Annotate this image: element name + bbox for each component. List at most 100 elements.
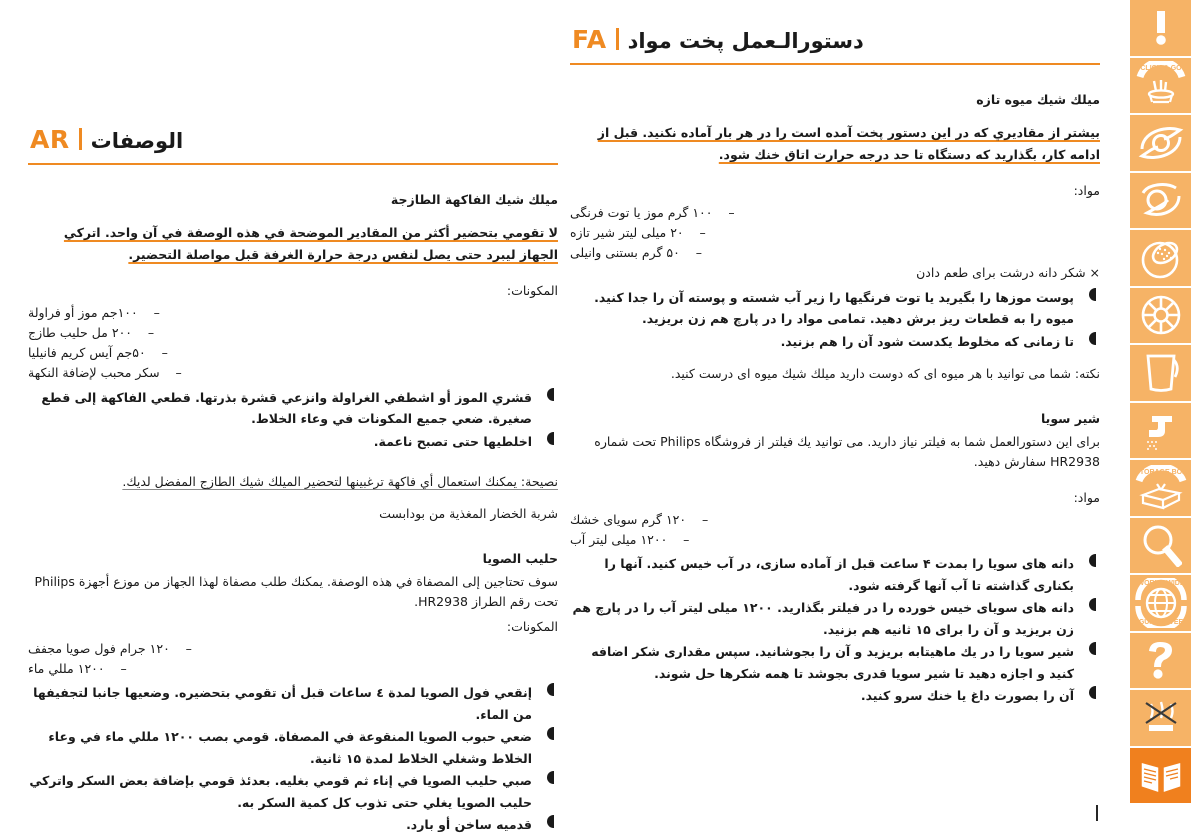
list-item: – سكر محبب لإضافة النكهة bbox=[28, 363, 558, 383]
list-item: –۱۰۰جم موز أو فراولة bbox=[28, 303, 558, 323]
rail-item-exclamation[interactable] bbox=[1130, 0, 1191, 58]
recipe-title-ar-1: ميلك شيك الفاكهة الطازجة bbox=[390, 192, 558, 207]
ingredient-extra-fa-1: × شكر دانه درشت براى طعم دادن bbox=[916, 265, 1100, 281]
svg-text:WORLD-WIDE: WORLD-WIDE bbox=[1137, 580, 1184, 587]
dash-marker: – bbox=[701, 511, 709, 527]
rail-item-magnifier[interactable] bbox=[1130, 517, 1191, 575]
step-bullet-icon bbox=[547, 815, 554, 828]
ingredients-list-ar-2: –۱۲۰ جرام فول صويا مجفف –۱۲۰۰ مللي ماء bbox=[28, 639, 558, 680]
rail-item-blade[interactable] bbox=[1130, 115, 1191, 173]
step-bullet-icon bbox=[1089, 287, 1096, 301]
heading-divider-bar bbox=[78, 128, 82, 150]
list-item: –۱۲۰۰ مللي ماء bbox=[28, 659, 558, 679]
no-dishwasher-icon bbox=[1144, 701, 1177, 731]
step-bullet-icon bbox=[1089, 642, 1096, 655]
recipe-title-fa-1: ميلك شيك ميوه تازه bbox=[976, 92, 1100, 107]
list-item: دانه هاى سوياى خيس خورده را در فيلتر بگذ… bbox=[570, 597, 1100, 640]
steps-list-fa-1: پوست موزها را بگيريد يا توت فرنگيها را ز… bbox=[570, 287, 1100, 353]
step-bullet-icon bbox=[1089, 598, 1096, 611]
step-bullet-icon bbox=[1089, 331, 1096, 345]
list-item: –۱۲۰۰ ميلى ليتر آب bbox=[570, 530, 1100, 550]
list-item: –۲۰۰ مل حليب طازج bbox=[28, 323, 558, 343]
recipe-warning-fa-1: بيشتر از مقاديري كه در اين دستور پخت آمد… bbox=[597, 124, 1100, 162]
recipe-title-fa-2: شير سويا bbox=[1040, 411, 1100, 427]
ingredients-label-fa-1: مواد: bbox=[1073, 182, 1100, 198]
dash-marker: – bbox=[161, 345, 168, 360]
rail-item-jug[interactable] bbox=[1130, 345, 1191, 403]
recipe-tip-ar-1: نصيحة: يمكنك استعمال أي فاكهة ترغبينها ل… bbox=[122, 474, 558, 489]
list-item: صبي حليب الصويا في إناء ثم قومي بغليه. ب… bbox=[28, 770, 558, 813]
list-item: –۱۲۰ گرم سوياى خشك bbox=[570, 510, 1100, 530]
section-heading-ar: AR الوصفات bbox=[28, 126, 558, 152]
steps-list-fa-2: دانه هاى سويا را بمدت ۴ ساعت قبل از آماد… bbox=[570, 553, 1100, 707]
list-item: –۵۰ گرم بستنى وانيلى bbox=[570, 243, 1100, 263]
step-bullet-icon bbox=[547, 727, 554, 740]
ingredients-label-ar-2: المكونات: bbox=[506, 618, 558, 634]
language-code-ar: AR bbox=[30, 125, 70, 154]
ingredients-list-fa-2: –۱۲۰ گرم سوياى خشك –۱۲۰۰ ميلى ليتر آب bbox=[570, 510, 1100, 551]
citrus-press-icon bbox=[1141, 241, 1178, 279]
list-item: –۲۰ ميلى ليتر شير تازه bbox=[570, 223, 1100, 243]
heading-rule-fa bbox=[570, 63, 1100, 65]
rail-item-worldwide-guarantee[interactable]: WORLD-WIDE GUARANTEE bbox=[1130, 575, 1191, 633]
rail-item-citrus-press[interactable] bbox=[1130, 230, 1191, 288]
heading-divider-bar bbox=[615, 28, 619, 50]
list-item: –۱۲۰ جرام فول صويا مجفف bbox=[28, 639, 558, 659]
section-title-ar: الوصفات bbox=[90, 129, 184, 153]
rail-item-storage-box[interactable]: STORAGE BOX bbox=[1130, 460, 1191, 518]
juicer-sieve-icon bbox=[1141, 295, 1180, 335]
rail-item-manual-book[interactable] bbox=[1130, 747, 1191, 805]
dash-marker: – bbox=[185, 640, 192, 656]
recipe-intro-ar-2: سوف تحتاجين إلى المصفاة في هذه الوصفة. ي… bbox=[34, 574, 558, 610]
ingredients-label-ar-1: المكونات: bbox=[506, 282, 558, 298]
ingredients-label-fa-2: مواد: bbox=[1073, 489, 1100, 505]
dash-marker: – bbox=[120, 660, 127, 676]
list-item: –۱۰۰ گرم موز يا توت فرنگى bbox=[570, 203, 1100, 223]
dash-marker: – bbox=[153, 304, 160, 320]
rail-item-click-and-go[interactable]: CLICK & GO bbox=[1130, 57, 1191, 115]
dash-marker: – bbox=[683, 531, 690, 547]
step-bullet-icon bbox=[547, 431, 554, 445]
recipe-title-ar-2: حليب الصويا bbox=[482, 551, 558, 567]
section-heading-fa: FA دستورالـعمل پخت مواد bbox=[570, 26, 1100, 52]
manual-book-icon bbox=[1139, 761, 1182, 795]
rail-item-tap[interactable] bbox=[1130, 402, 1191, 460]
page-corner-tick bbox=[1096, 805, 1098, 821]
worldwide-guarantee-icon: WORLD-WIDE GUARANTEE bbox=[1134, 577, 1187, 628]
rail-item-question[interactable] bbox=[1130, 632, 1191, 690]
list-item: آن را بصورت داغ يا خنك سرو كنيد. bbox=[570, 685, 1100, 707]
list-item: اخلطيها حتى تصبح ناعمة. bbox=[28, 431, 558, 453]
svg-text:GUARANTEE: GUARANTEE bbox=[1138, 619, 1183, 626]
section-ar: AR الوصفات ميلك شيك الفاكهة الطازجة لا ت… bbox=[28, 0, 558, 836]
heading-rule-ar bbox=[28, 163, 558, 165]
blade-icon bbox=[1138, 126, 1183, 159]
svg-text:STORAGE BOX: STORAGE BOX bbox=[1135, 469, 1187, 476]
rail-item-no-dishwasher[interactable] bbox=[1130, 690, 1191, 748]
exclamation-icon bbox=[1155, 10, 1166, 45]
ingredients-list-ar-1: –۱۰۰جم موز أو فراولة –۲۰۰ مل حليب طازج –… bbox=[28, 303, 558, 384]
chapter-icon-rail: CLICK & GO bbox=[1130, 0, 1191, 805]
step-bullet-icon bbox=[1089, 554, 1096, 567]
list-item: إنقعي فول الصويا لمدة ٤ ساعات قبل أن تقو… bbox=[28, 682, 558, 725]
click-and-go-icon: CLICK & GO bbox=[1136, 61, 1185, 104]
list-item: قشري الموز أو اشطفي الغراولة وانزعي قشرة… bbox=[28, 387, 558, 430]
rail-item-juicer-sieve[interactable] bbox=[1130, 287, 1191, 345]
list-item: ضعي حبوب الصويا المنقوعة في المصفاة. قوم… bbox=[28, 726, 558, 769]
step-bullet-icon bbox=[547, 387, 554, 401]
svg-text:CLICK & GO: CLICK & GO bbox=[1140, 65, 1182, 72]
dash-marker: – bbox=[175, 365, 182, 381]
jug-icon bbox=[1145, 354, 1179, 392]
list-item: –۵۰جم آيس كريم فانيليا bbox=[28, 343, 558, 363]
rail-item-chopper[interactable] bbox=[1130, 172, 1191, 230]
language-code-fa: FA bbox=[572, 25, 607, 54]
recipe-intro-fa-2: براى اين دستورالعمل شما به فيلتر نياز دا… bbox=[594, 434, 1100, 470]
step-bullet-icon bbox=[547, 683, 554, 696]
ingredients-list-fa-1: –۱۰۰ گرم موز يا توت فرنگى –۲۰ ميلى ليتر … bbox=[570, 203, 1100, 264]
list-item: قدميه ساخن أو بارد. bbox=[28, 814, 558, 836]
list-item: شير سويا را در يك ماهيتابه بريزيد و آن ر… bbox=[570, 641, 1100, 684]
dash-marker: – bbox=[728, 204, 735, 220]
section-fa: FA دستورالـعمل پخت مواد ميلك شيك ميوه تا… bbox=[570, 0, 1100, 707]
question-mark-icon bbox=[1148, 642, 1172, 679]
steps-list-ar-2: إنقعي فول الصويا لمدة ٤ ساعات قبل أن تقو… bbox=[28, 682, 558, 836]
